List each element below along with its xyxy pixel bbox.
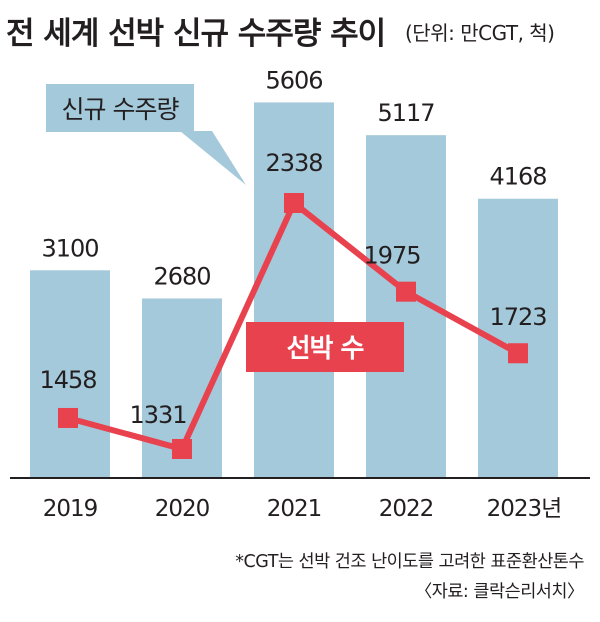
legend-bar: 신규 수주량 bbox=[46, 84, 246, 185]
line-point-0 bbox=[58, 407, 78, 428]
chart-title: 전 세계 선박 신규 수주량 추이 bbox=[6, 16, 386, 52]
x-tick-label-0: 2019 bbox=[43, 496, 98, 522]
legend-line-label: 선박 수 bbox=[287, 334, 364, 364]
line-value-label-0: 1458 bbox=[39, 366, 96, 394]
line-point-1 bbox=[172, 439, 192, 459]
x-tick-label-1: 2020 bbox=[155, 496, 210, 522]
line-value-label-1: 1331 bbox=[129, 401, 186, 429]
bar-value-label-1: 2680 bbox=[153, 262, 210, 290]
line-point-3 bbox=[396, 281, 416, 302]
legend-line-box bbox=[246, 322, 404, 372]
unit-label: (단위: 만CGT, 척) bbox=[405, 21, 555, 45]
legend-bar-label: 신규 수주량 bbox=[62, 95, 180, 124]
line-value-label-4: 1723 bbox=[489, 303, 546, 331]
x-tick-label-3: 2022 bbox=[379, 496, 434, 522]
line-value-label-2: 2338 bbox=[265, 149, 322, 177]
legend-bar-box bbox=[46, 84, 194, 132]
source-label: 〈자료: 클락슨리서치〉 bbox=[414, 582, 585, 602]
x-tick-label-2: 2021 bbox=[267, 496, 322, 522]
line-point-4 bbox=[508, 343, 528, 364]
line-point-2 bbox=[284, 193, 304, 213]
bar-value-label-4: 4168 bbox=[489, 163, 546, 191]
x-tick-label-4: 2023년 bbox=[487, 496, 562, 522]
bar-value-label-3: 5117 bbox=[377, 99, 434, 127]
bar-value-label-2: 5606 bbox=[265, 66, 322, 94]
legend-line: 선박 수 bbox=[246, 322, 404, 372]
line-value-label-3: 1975 bbox=[363, 242, 420, 270]
bar-0 bbox=[30, 270, 110, 478]
bar-2 bbox=[254, 102, 334, 478]
footnote: *CGT는 선박 건조 난이도를 고려한 표준환산톤수 bbox=[235, 552, 584, 572]
bar-value-label-0: 3100 bbox=[41, 234, 98, 262]
legend-bar-pointer bbox=[180, 131, 246, 185]
